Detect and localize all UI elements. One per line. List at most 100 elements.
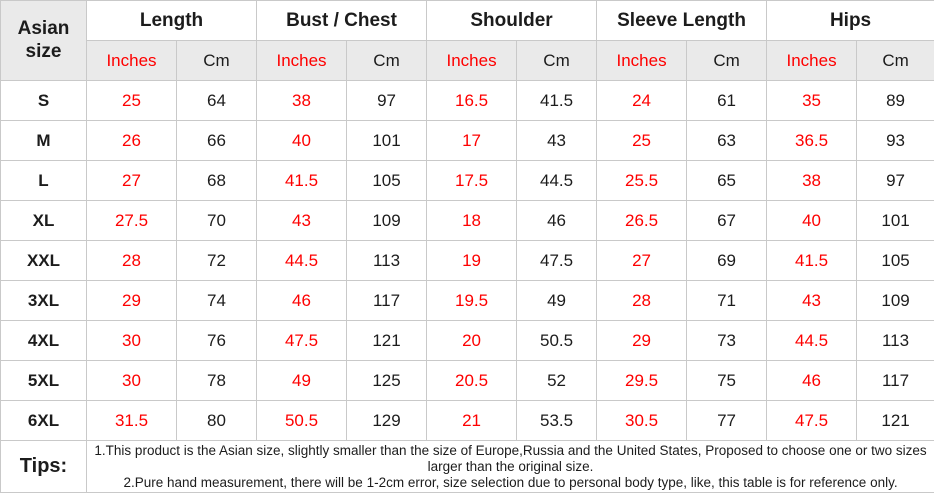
unit-header-inches: Inches (426, 40, 518, 81)
inches-value-cell: 25 (86, 80, 177, 121)
cm-value-cell: 97 (346, 80, 428, 121)
unit-header-inches: Inches (766, 40, 858, 81)
cm-value-cell: 117 (346, 280, 428, 321)
size-label-cell: 4XL (0, 320, 87, 361)
unit-header-cm: Cm (686, 40, 768, 81)
inches-value-cell: 26 (86, 120, 177, 161)
tips-label: Tips: (0, 440, 87, 493)
inches-value-cell: 20.5 (426, 360, 518, 401)
tips-text: 1.This product is the Asian size, slight… (85, 440, 934, 493)
column-group-sleeve-length: Sleeve Length (596, 0, 768, 41)
size-row-4xl: 4XL 30 76 47.5 121 20 50.5 29 73 44.5 113 (0, 320, 934, 361)
inches-value-cell: 29 (86, 280, 177, 321)
inches-value-cell: 16.5 (426, 80, 518, 121)
inches-value-cell: 21 (426, 400, 518, 441)
unit-header-inches: Inches (86, 40, 177, 81)
cm-value-cell: 75 (686, 360, 768, 401)
cm-value-cell: 52 (516, 360, 598, 401)
inches-value-cell: 29 (596, 320, 688, 361)
cm-value-cell: 65 (686, 160, 768, 201)
cm-value-cell: 101 (346, 120, 428, 161)
inches-value-cell: 44.5 (766, 320, 858, 361)
table-body: S 25 64 38 97 16.5 41.5 24 61 35 89 M 26 66 40 101 17 43 2… (0, 80, 934, 441)
cm-value-cell: 68 (175, 160, 258, 201)
inches-value-cell: 30 (86, 320, 177, 361)
cm-value-cell: 89 (856, 80, 934, 121)
cm-value-cell: 77 (686, 400, 768, 441)
inches-value-cell: 43 (256, 200, 348, 241)
cm-value-cell: 73 (686, 320, 768, 361)
corner-header-cell: Asian size (0, 0, 87, 81)
size-row-xxl: XXL 28 72 44.5 113 19 47.5 27 69 41.5 105 (0, 240, 934, 281)
unit-header-cm: Cm (175, 40, 258, 81)
unit-header-row: Inches Cm Inches Cm Inches Cm Inches Cm Inches Cm (1, 40, 934, 81)
cm-value-cell: 43 (516, 120, 598, 161)
size-label-cell: M (0, 120, 87, 161)
inches-value-cell: 50.5 (256, 400, 348, 441)
inches-value-cell: 30 (86, 360, 177, 401)
unit-header-cm: Cm (516, 40, 598, 81)
column-group-length: Length (85, 0, 258, 41)
inches-value-cell: 28 (86, 240, 177, 281)
cm-value-cell: 113 (346, 240, 428, 281)
inches-value-cell: 27 (86, 160, 177, 201)
unit-header-inches: Inches (596, 40, 688, 81)
cm-value-cell: 105 (346, 160, 428, 201)
cm-value-cell: 44.5 (516, 160, 598, 201)
cm-value-cell: 71 (686, 280, 768, 321)
inches-value-cell: 17 (426, 120, 518, 161)
size-row-l: L 27 68 41.5 105 17.5 44.5 25.5 65 38 97 (0, 160, 934, 201)
cm-value-cell: 53.5 (516, 400, 598, 441)
cm-value-cell: 61 (686, 80, 768, 121)
inches-value-cell: 41.5 (256, 160, 348, 201)
cm-value-cell: 67 (686, 200, 768, 241)
cm-value-cell: 72 (175, 240, 258, 281)
cm-value-cell: 46 (516, 200, 598, 241)
unit-header-cm: Cm (856, 40, 934, 81)
group-header-row: Asian size Length Bust / Chest Shoulder … (0, 0, 934, 81)
cm-value-cell: 129 (346, 400, 428, 441)
inches-value-cell: 27.5 (86, 200, 177, 241)
inches-value-cell: 31.5 (86, 400, 177, 441)
table-footer: Tips: 1.This product is the Asian size, … (0, 440, 934, 493)
inches-value-cell: 36.5 (766, 120, 858, 161)
size-label-cell: XXL (0, 240, 87, 281)
cm-value-cell: 121 (346, 320, 428, 361)
inches-value-cell: 46 (766, 360, 858, 401)
size-row-5xl: 5XL 30 78 49 125 20.5 52 29.5 75 46 117 (0, 360, 934, 401)
tips-line-2: 2.Pure hand measurement, there will be 1… (123, 474, 898, 490)
cm-value-cell: 63 (686, 120, 768, 161)
cm-value-cell: 101 (856, 200, 934, 241)
tips-line-1: 1.This product is the Asian size, slight… (94, 442, 927, 474)
size-row-6xl: 6XL 31.5 80 50.5 129 21 53.5 30.5 77 47.5 121 (0, 400, 934, 441)
cm-value-cell: 121 (856, 400, 934, 441)
size-label-cell: S (0, 80, 87, 121)
inches-value-cell: 40 (766, 200, 858, 241)
inches-value-cell: 17.5 (426, 160, 518, 201)
unit-header-inches: Inches (256, 40, 348, 81)
unit-header-cm: Cm (346, 40, 428, 81)
inches-value-cell: 26.5 (596, 200, 688, 241)
cm-value-cell: 109 (346, 200, 428, 241)
inches-value-cell: 28 (596, 280, 688, 321)
size-label-cell: XL (0, 200, 87, 241)
inches-value-cell: 35 (766, 80, 858, 121)
cm-value-cell: 113 (856, 320, 934, 361)
inches-value-cell: 47.5 (256, 320, 348, 361)
cm-value-cell: 117 (856, 360, 934, 401)
inches-value-cell: 30.5 (596, 400, 688, 441)
cm-value-cell: 125 (346, 360, 428, 401)
size-label-cell: L (0, 160, 87, 201)
inches-value-cell: 24 (596, 80, 688, 121)
size-row-m: M 26 66 40 101 17 43 25 63 36.5 93 (0, 120, 934, 161)
cm-value-cell: 76 (175, 320, 258, 361)
size-label-cell: 5XL (0, 360, 87, 401)
cm-value-cell: 47.5 (516, 240, 598, 281)
size-label-cell: 6XL (0, 400, 87, 441)
table-header: Asian size Length Bust / Chest Shoulder … (0, 0, 934, 81)
size-row-xl: XL 27.5 70 43 109 18 46 26.5 67 40 101 (0, 200, 934, 241)
cm-value-cell: 41.5 (516, 80, 598, 121)
size-label-cell: 3XL (0, 280, 87, 321)
inches-value-cell: 19.5 (426, 280, 518, 321)
